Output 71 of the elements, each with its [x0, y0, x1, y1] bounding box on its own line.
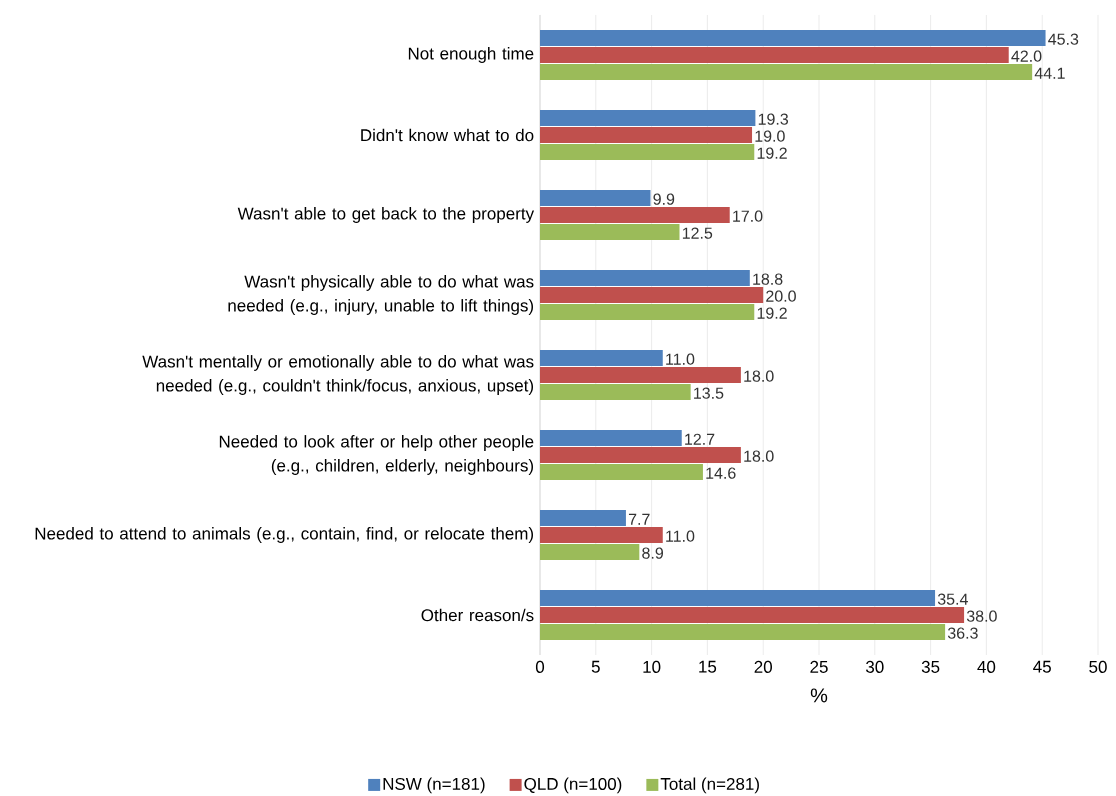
- x-tick-label: 35: [921, 660, 940, 673]
- y-tick-label: Wasn't physically able to do what was needed (e.g., injury, unable to lift things): [228, 275, 534, 315]
- x-tick-label: 50: [1089, 660, 1107, 673]
- bar: [540, 624, 946, 640]
- x-tick-label: 15: [699, 660, 717, 673]
- data-label: 13.5: [694, 387, 724, 399]
- bar: [540, 350, 663, 366]
- data-label: 35.4: [937, 593, 968, 605]
- data-label: 14.6: [706, 467, 736, 479]
- bar: [540, 384, 691, 400]
- data-label: 9.9: [653, 193, 675, 205]
- x-tick-label: 20: [754, 660, 772, 673]
- bar: [540, 30, 1046, 46]
- data-label: 12.5: [682, 227, 713, 239]
- x-tick-label: 45: [1033, 660, 1051, 673]
- data-label: 7.7: [628, 513, 650, 525]
- bar: [540, 110, 756, 126]
- bar: [540, 464, 703, 480]
- x-tick-label: 0: [535, 660, 545, 673]
- data-label: 19.3: [758, 113, 789, 125]
- y-tick-label: Wasn't able to get back to the property: [237, 207, 535, 223]
- data-label: 44.1: [1034, 67, 1065, 79]
- bar: [540, 430, 682, 446]
- bar: [540, 270, 750, 286]
- bar: [540, 527, 663, 543]
- data-label: 45.3: [1048, 33, 1079, 45]
- bar: [540, 207, 730, 223]
- data-label: 18.8: [753, 273, 783, 285]
- bar: [540, 144, 755, 160]
- bar: [540, 287, 764, 303]
- legend-label: Total (n=281): [660, 777, 759, 794]
- y-tick-label: Wasn't mentally or emotionally able to do what was needed (e.g., couldn't think/focus, anxious, upset): [142, 355, 534, 395]
- data-label: 19.2: [757, 147, 787, 159]
- x-tick-label: 10: [643, 660, 661, 673]
- legend-label: QLD (n=100): [524, 777, 622, 794]
- x-axis-title: %: [810, 688, 828, 703]
- x-tick-label: 25: [810, 660, 828, 673]
- data-label: 38.0: [966, 610, 997, 622]
- data-label: 18.0: [744, 370, 774, 382]
- bar: [540, 47, 1009, 63]
- y-tick-label: Needed to look after or help other people (e.g., children, elderly, neighbours): [219, 435, 534, 475]
- x-tick-label: 40: [977, 660, 996, 673]
- data-label: 36.3: [947, 627, 978, 639]
- data-label: 11.0: [666, 353, 695, 365]
- data-label: 12.7: [685, 433, 715, 445]
- y-tick-label: Needed to attend to animals (e.g., contain, find, or relocate them): [35, 527, 534, 543]
- data-label: 11.0: [666, 530, 695, 542]
- y-tick-label: Not enough time: [408, 47, 534, 63]
- bar: [540, 304, 755, 320]
- bar: [540, 224, 680, 240]
- bar: [540, 544, 640, 560]
- bar: [540, 510, 626, 526]
- bar: [540, 447, 741, 463]
- x-tick-label: 5: [591, 660, 600, 673]
- y-tick-label: Didn't know what to do: [361, 128, 534, 142]
- y-tick-label: Other reason/s: [421, 608, 534, 622]
- bar: [540, 607, 965, 623]
- bar: [540, 190, 651, 206]
- data-label: 18.0: [744, 450, 774, 462]
- bar: [540, 367, 741, 383]
- x-tick-label: 30: [865, 660, 884, 673]
- data-label: 19.2: [757, 307, 787, 319]
- data-label: 20.0: [766, 290, 796, 302]
- bar: [540, 590, 936, 606]
- data-label: 8.9: [642, 547, 664, 559]
- data-label: 42.0: [1011, 50, 1042, 62]
- bar: [540, 64, 1033, 80]
- bar: [540, 127, 753, 143]
- legend-label: NSW (n=181): [383, 777, 485, 794]
- data-label: 19.0: [755, 130, 785, 142]
- data-label: 17.0: [733, 210, 763, 222]
